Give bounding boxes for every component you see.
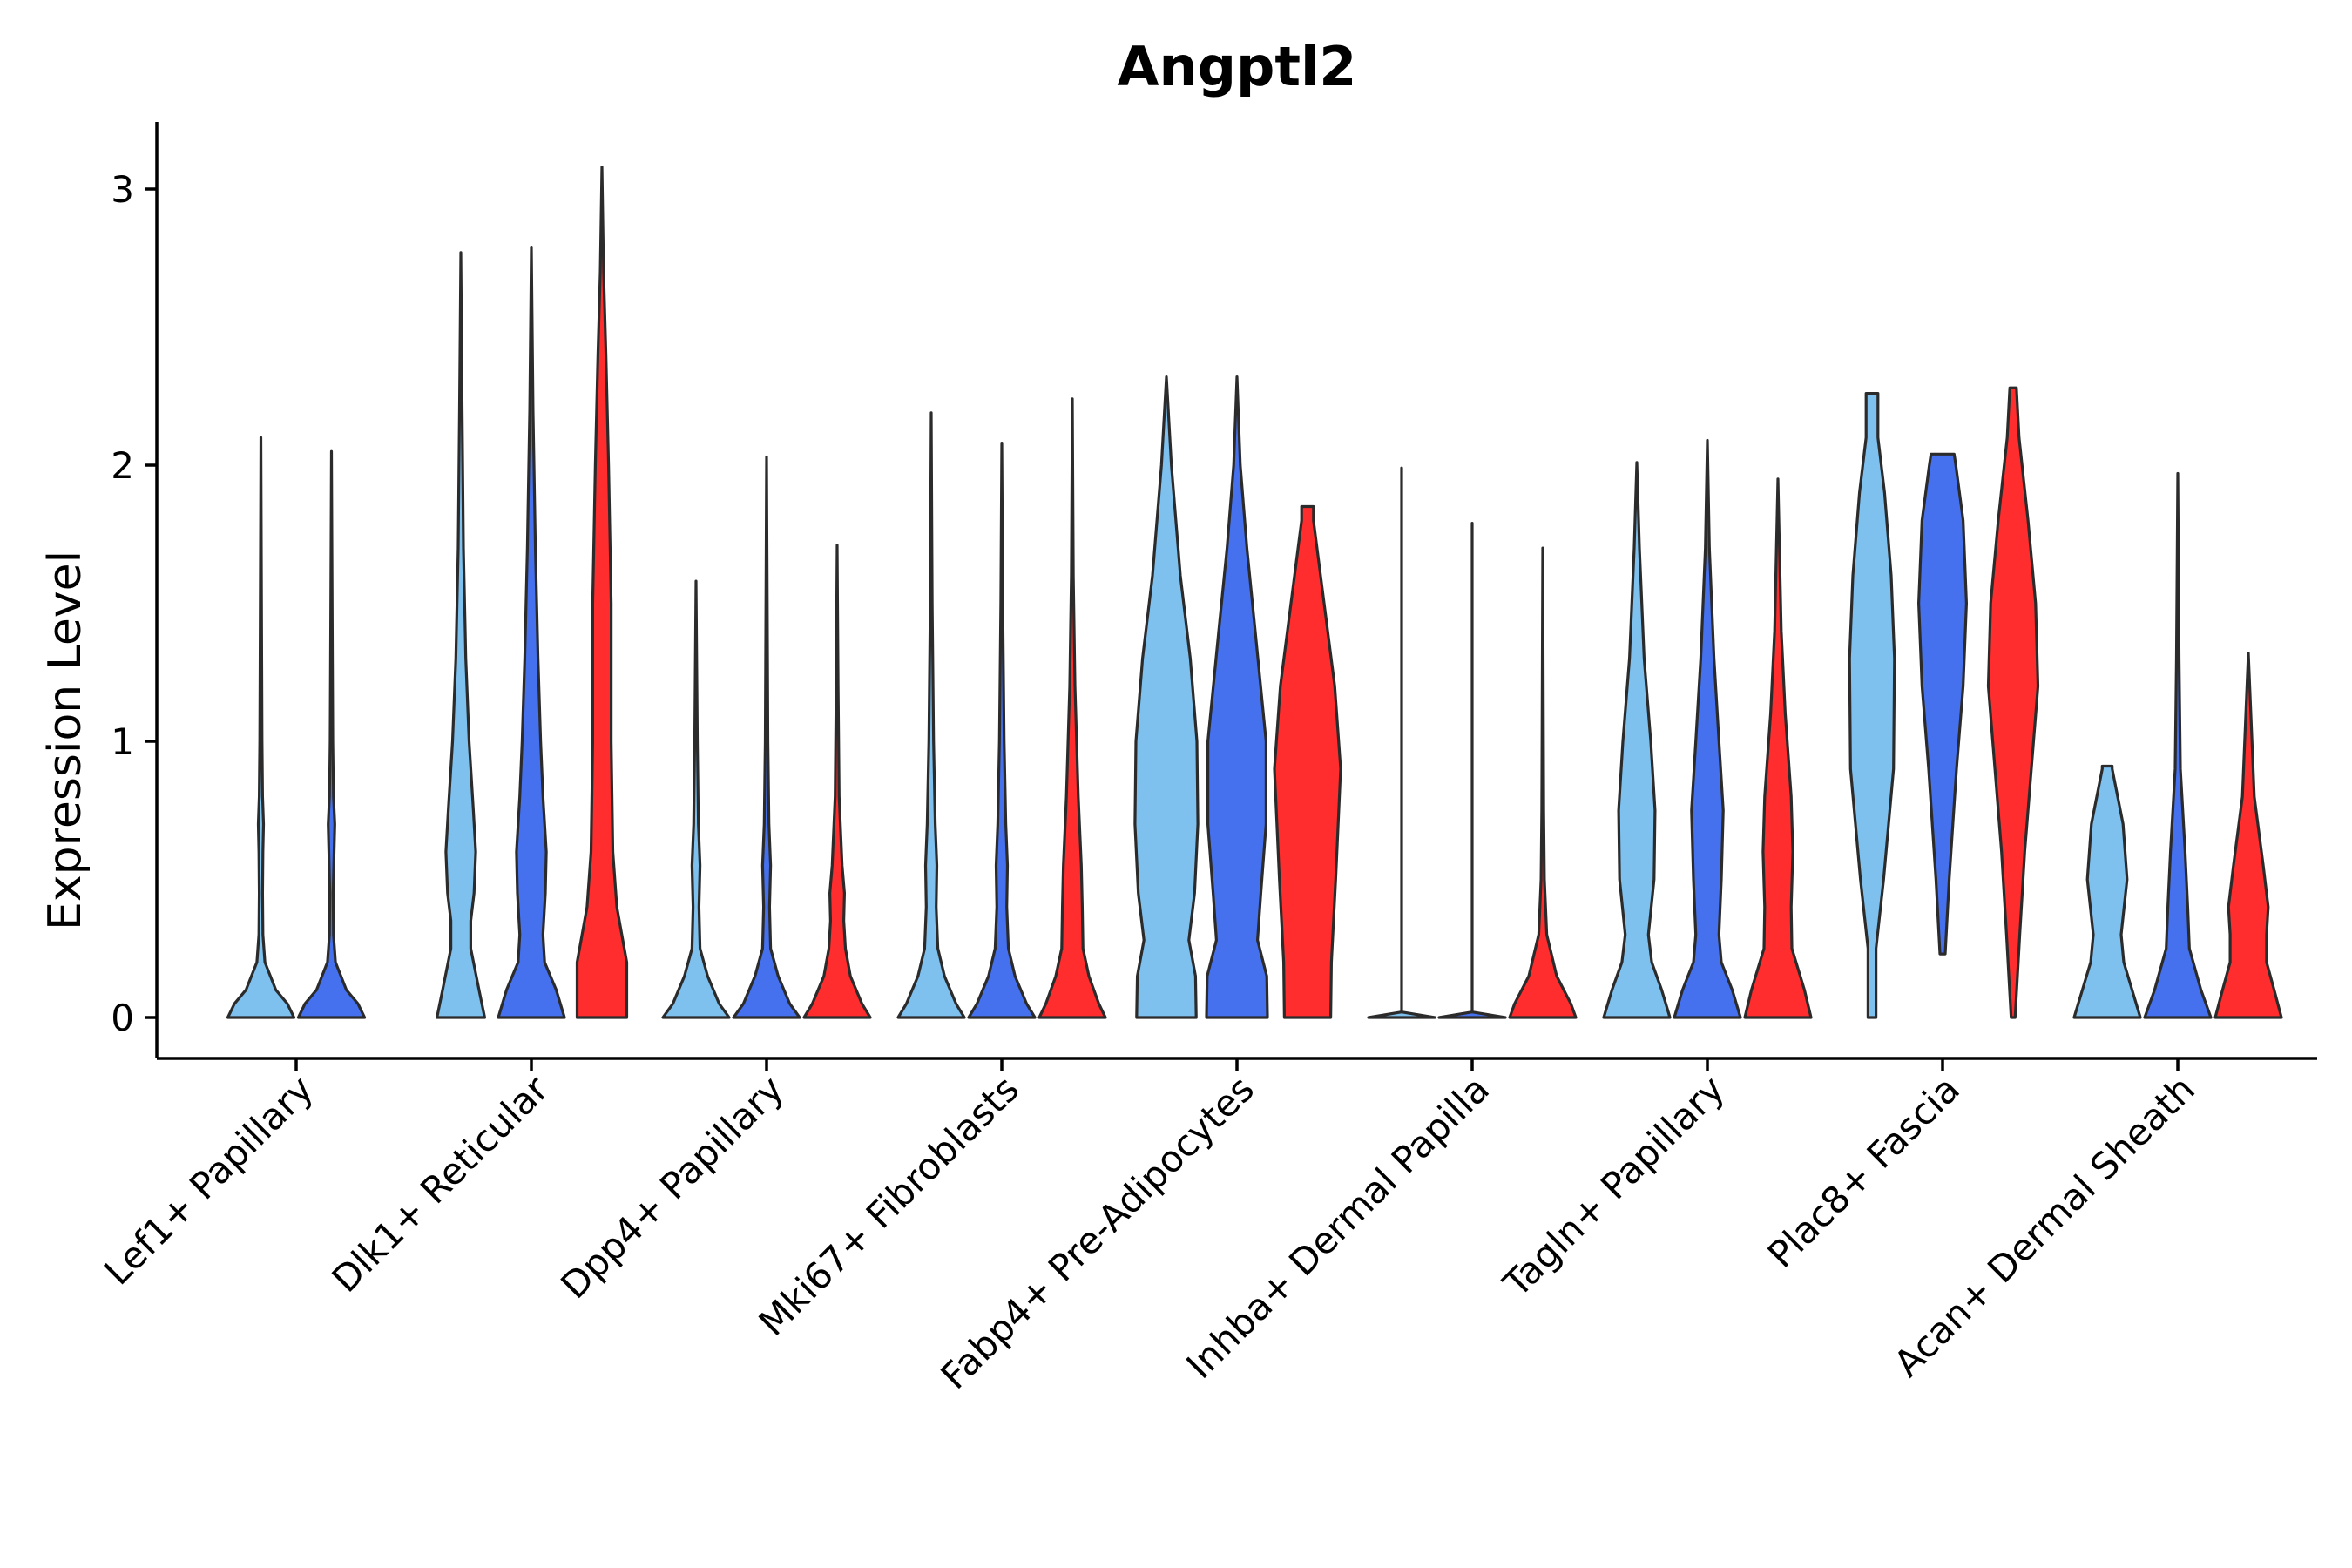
- violin-fabp4-pre-adipocytes-s1: [1205, 375, 1269, 1019]
- violins-layer: [226, 166, 2283, 1019]
- y-axis-label: Expression Level: [39, 551, 91, 930]
- violin-mki67-fibroblasts-s2: [1037, 397, 1107, 1019]
- violin-mki67-fibroblasts-s1: [967, 442, 1037, 1019]
- violin-mki67-fibroblasts-s0: [896, 411, 966, 1019]
- y-tick-label: 2: [111, 444, 134, 487]
- violin-dlk1-reticular-s2: [575, 166, 629, 1019]
- x-tick-label: Dlk1+ Reticular: [324, 1067, 558, 1301]
- x-tick-label: Dpp4+ Papillary: [552, 1067, 792, 1307]
- y-tick-label: 3: [111, 168, 134, 211]
- violin-fabp4-pre-adipocytes-s2: [1273, 504, 1342, 1019]
- violin-dlk1-reticular-s0: [436, 251, 486, 1019]
- x-tick-label: Tagln+ Papillary: [1495, 1067, 1733, 1305]
- x-tick-label: Mki67+ Fibroblasts: [751, 1067, 1027, 1343]
- violin-lef1-papillary-s1: [296, 449, 367, 1019]
- x-tick-label: Plac8+ Fascia: [1760, 1067, 1968, 1275]
- chart-title: Angptl2: [1118, 35, 1357, 98]
- violin-plac8-fascia-s1: [1917, 452, 1968, 956]
- violin-acan-dermal-sheath-s0: [2072, 764, 2142, 1019]
- violin-acan-dermal-sheath-s2: [2213, 652, 2283, 1019]
- violin-inhba-dermal-papilla-s0: [1367, 466, 1436, 1019]
- violin-plac8-fascia-s0: [1848, 392, 1896, 1019]
- violin-lef1-papillary-s0: [226, 436, 296, 1019]
- violin-acan-dermal-sheath-s1: [2143, 471, 2213, 1019]
- violin-tagln-papillary-s0: [1602, 461, 1672, 1019]
- violin-dpp4-papillary-s2: [802, 544, 872, 1019]
- violin-inhba-dermal-papilla-s1: [1437, 522, 1507, 1019]
- violin-plac8-fascia-s2: [1986, 386, 2040, 1019]
- violin-tagln-papillary-s2: [1743, 477, 1813, 1019]
- y-tick-label: 1: [111, 720, 134, 763]
- violin-tagln-papillary-s1: [1673, 438, 1742, 1019]
- violin-dlk1-reticular-s1: [497, 246, 566, 1019]
- x-tick-label: Lef1+ Papillary: [96, 1067, 321, 1293]
- violin-dpp4-papillary-s0: [661, 579, 731, 1019]
- violin-fabp4-pre-adipocytes-s0: [1133, 375, 1200, 1019]
- y-tick-label: 0: [111, 997, 134, 1039]
- violin-dpp4-papillary-s1: [732, 455, 801, 1019]
- violin-inhba-dermal-papilla-s2: [1508, 546, 1578, 1019]
